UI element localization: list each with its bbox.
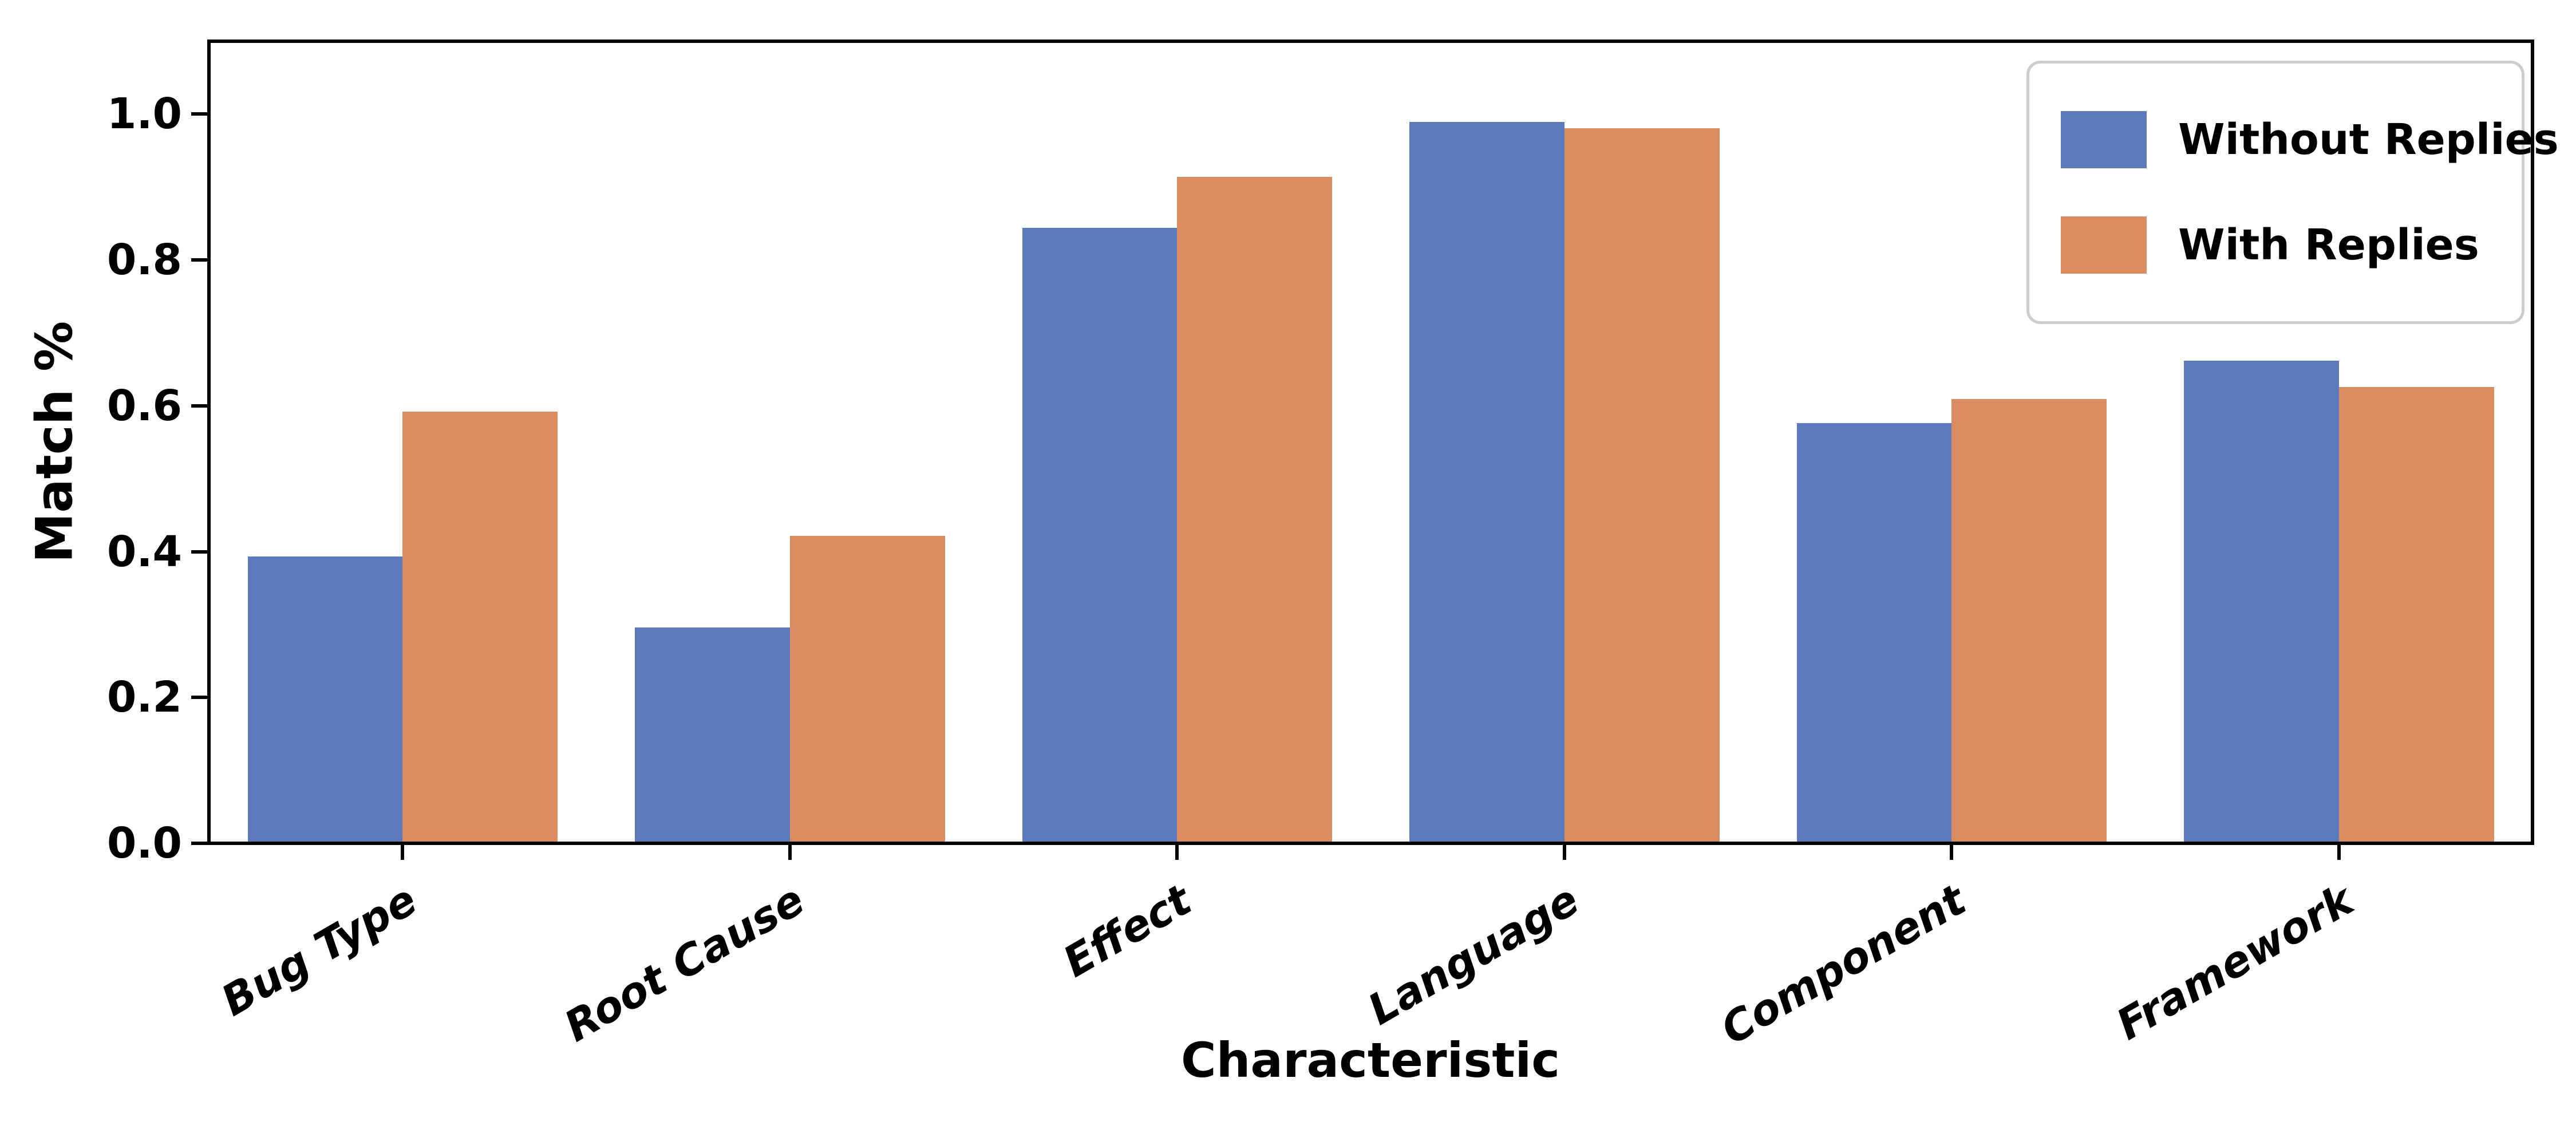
plot-area xyxy=(209,41,2532,843)
legend-label: With Replies xyxy=(2178,220,2479,270)
x-tick-mark xyxy=(401,845,405,860)
y-tick-mark xyxy=(191,258,207,262)
bar-with-replies-language xyxy=(1564,128,1720,843)
bar-without-replies-bug-type xyxy=(248,556,403,843)
x-tick-label: Framework xyxy=(2108,875,2362,1050)
x-tick-mark xyxy=(788,845,792,860)
x-tick-label: Bug Type xyxy=(213,875,425,1026)
bar-with-replies-bug-type xyxy=(402,412,558,843)
legend-entry-with-replies: With Replies xyxy=(2029,216,2522,274)
y-tick-label: 0.0 xyxy=(106,819,182,868)
y-tick-mark xyxy=(191,550,207,554)
bar-without-replies-effect xyxy=(1022,228,1178,843)
x-tick-label: Language xyxy=(1360,875,1587,1035)
bar-without-replies-framework xyxy=(2184,361,2339,843)
x-tick-label: Component xyxy=(1713,875,1974,1055)
bar-with-replies-component xyxy=(1951,399,2107,843)
plot-spine-bottom xyxy=(207,842,2534,845)
x-tick-mark xyxy=(1562,845,1566,860)
bar-with-replies-framework xyxy=(2339,387,2494,843)
plot-spine-top xyxy=(207,40,2534,43)
x-tick-label: Root Cause xyxy=(556,875,813,1052)
x-tick-mark xyxy=(2337,845,2341,860)
x-tick-mark xyxy=(1175,845,1179,860)
y-tick-label: 0.8 xyxy=(106,235,182,285)
bar-without-replies-root-cause xyxy=(635,627,790,843)
legend: Without Replies With Replies xyxy=(2026,61,2559,324)
legend-swatch-without-replies xyxy=(2061,111,2147,169)
x-tick-mark xyxy=(1950,845,1954,860)
y-tick-label: 0.2 xyxy=(106,673,182,722)
bar-without-replies-language xyxy=(1409,122,1564,843)
bar-with-replies-effect xyxy=(1177,177,1332,843)
legend-swatch-with-replies xyxy=(2061,216,2147,274)
plot-spine-right xyxy=(2531,40,2534,845)
y-tick-mark xyxy=(191,842,207,845)
x-tick-label: Effect xyxy=(1055,875,1200,988)
bar-without-replies-component xyxy=(1797,423,1952,843)
y-tick-label: 0.6 xyxy=(106,381,182,431)
legend-label: Without Replies xyxy=(2178,115,2559,165)
legend-entry-without-replies: Without Replies xyxy=(2029,111,2559,169)
y-tick-mark xyxy=(191,696,207,700)
y-tick-mark xyxy=(191,112,207,116)
bar-with-replies-root-cause xyxy=(790,536,945,843)
y-tick-label: 1.0 xyxy=(106,89,182,139)
y-tick-label: 0.4 xyxy=(106,527,182,577)
plot-spine-left xyxy=(207,40,211,845)
x-axis-label: Characteristic xyxy=(1180,1032,1560,1088)
y-tick-mark xyxy=(191,404,207,408)
